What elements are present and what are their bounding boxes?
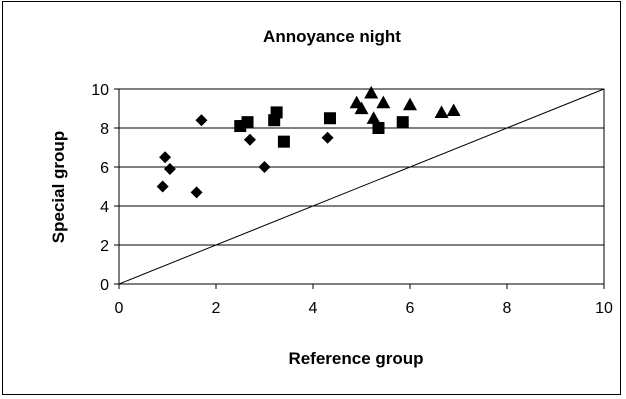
diamond-point-0-2	[163, 162, 176, 175]
diamond-point-0-6	[258, 161, 271, 173]
y-tick-label-4: 8	[100, 121, 109, 138]
diamond-point-0-7	[321, 131, 334, 144]
x-axis-label: Reference group	[288, 349, 423, 368]
square-point-1-7	[396, 116, 409, 129]
diamond-point-0-0	[156, 180, 169, 193]
triangle-point-2-4	[376, 95, 391, 109]
triangle-point-2-7	[446, 103, 461, 117]
square-point-1-1	[241, 116, 254, 129]
x-tick-label-0: 0	[115, 300, 124, 317]
y-tick-label-5: 10	[91, 82, 109, 99]
chart-title: Annoyance night	[263, 27, 401, 46]
diamond-point-0-4	[195, 114, 208, 127]
square-point-1-3	[270, 106, 283, 119]
square-point-1-6	[372, 122, 385, 134]
x-tick-label-4: 8	[503, 300, 512, 317]
square-point-1-4	[277, 135, 290, 148]
y-tick-label-2: 4	[100, 199, 109, 216]
diagonal-reference-line	[118, 88, 605, 285]
y-tick-label-0: 0	[100, 277, 109, 294]
diamond-point-0-5	[243, 133, 256, 146]
triangle-point-2-3	[366, 111, 381, 124]
triangle-point-2-6	[434, 105, 449, 118]
diamond-point-0-3	[190, 186, 203, 199]
x-tick-label-5: 10	[595, 300, 613, 317]
y-axis-label: Special group	[49, 131, 68, 243]
diamond-point-0-1	[159, 151, 172, 164]
x-tick-label-2: 4	[309, 300, 318, 317]
triangle-point-2-5	[403, 97, 417, 111]
square-point-1-5	[323, 112, 336, 125]
x-tick-label-3: 6	[406, 300, 415, 317]
chart-frame	[2, 1, 621, 395]
y-tick-label-3: 6	[100, 160, 109, 177]
triangle-point-2-2	[364, 85, 379, 99]
y-tick-label-1: 2	[100, 238, 109, 255]
triangle-point-2-1	[354, 101, 369, 115]
x-tick-label-1: 2	[212, 300, 221, 317]
